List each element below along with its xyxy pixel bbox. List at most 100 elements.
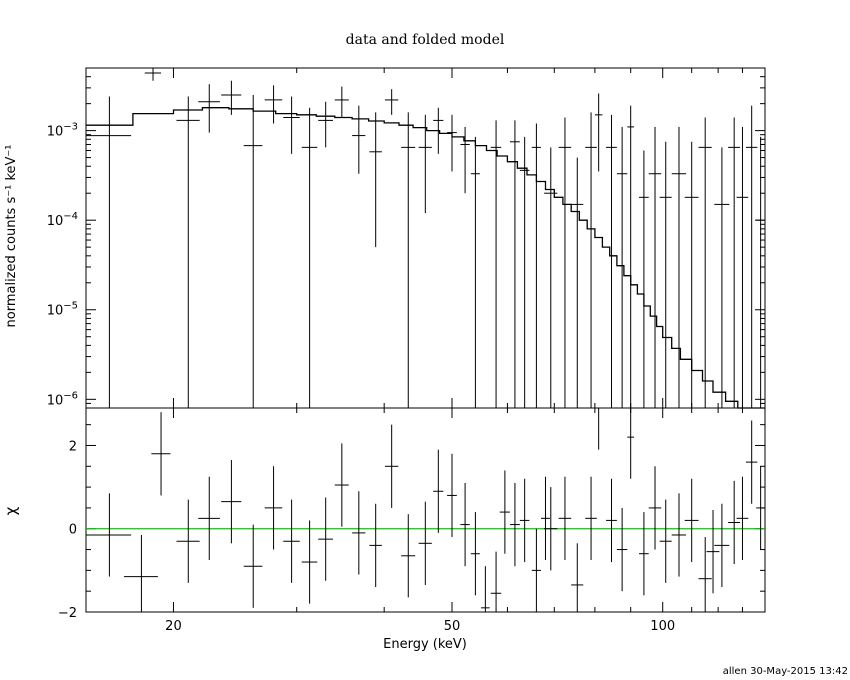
residual-point	[736, 476, 749, 560]
data-point	[460, 126, 470, 194]
y-tick-label: 10−6	[47, 390, 78, 408]
residual-points	[86, 407, 765, 612]
data-point	[571, 157, 584, 408]
residual-plot-frame	[85, 407, 766, 613]
data-points	[86, 68, 765, 408]
residual-point	[460, 482, 470, 567]
residual-point	[221, 460, 242, 544]
data-point	[490, 120, 502, 408]
residual-panel: 20−2 20 50 100	[58, 407, 766, 634]
residual-point	[283, 499, 300, 583]
data-point	[544, 147, 558, 408]
data-point	[301, 107, 318, 408]
residual-point	[490, 551, 502, 612]
residual-point	[86, 493, 132, 577]
y-tick-label: 0	[69, 523, 77, 538]
residual-point	[470, 512, 480, 596]
residual-point	[714, 503, 730, 588]
residual-point	[585, 476, 597, 560]
data-point	[221, 80, 242, 115]
residual-point	[519, 478, 530, 563]
residual-point	[369, 503, 382, 588]
residual-point	[728, 480, 741, 565]
residual-point	[352, 491, 366, 575]
data-point	[519, 136, 530, 408]
x-axis-label: Energy (keV)	[383, 637, 467, 652]
data-point	[648, 126, 662, 408]
data-point	[659, 141, 672, 408]
residual-point	[756, 466, 765, 550]
data-point	[86, 96, 132, 408]
data-point	[144, 68, 162, 81]
residual-point	[301, 520, 318, 604]
residual-point	[745, 420, 758, 504]
data-point	[283, 96, 300, 154]
residual-point	[698, 537, 712, 612]
data-point	[698, 117, 712, 408]
data-point	[745, 105, 758, 408]
residual-point	[671, 493, 687, 577]
data-point	[531, 123, 541, 408]
y-tick-label: 10−3	[47, 122, 78, 140]
residual-point	[418, 501, 432, 585]
data-point	[433, 107, 444, 154]
residual-point	[659, 499, 672, 583]
data-point	[243, 94, 263, 408]
data-point	[334, 86, 349, 118]
data-point	[401, 112, 416, 408]
spectrum-panel: 10−3 10−4 10−5 10−6	[47, 67, 766, 409]
data-point	[176, 96, 200, 408]
residual-axis-ticks	[86, 408, 766, 613]
data-point	[558, 117, 572, 408]
y-axis-label-top: normalized counts s⁻¹ keV⁻¹	[4, 145, 19, 328]
residual-point	[616, 507, 628, 592]
x-tick-label: 20	[165, 619, 182, 634]
x-tick-label: 100	[650, 619, 675, 634]
data-point	[352, 105, 366, 174]
residual-point	[401, 514, 416, 598]
data-point	[585, 112, 597, 408]
residual-point	[264, 466, 283, 550]
data-point	[264, 85, 283, 124]
residual-point	[639, 512, 649, 596]
residual-point	[606, 478, 617, 563]
residual-point	[627, 408, 635, 479]
data-point	[594, 93, 603, 172]
residual-point	[447, 453, 457, 538]
residual-point	[594, 407, 603, 450]
residual-point	[243, 524, 263, 608]
residual-point	[558, 476, 572, 560]
y-axis-label-bottom: χ	[2, 506, 20, 515]
chart-title: data and folded model	[346, 32, 505, 48]
data-point	[639, 150, 649, 408]
data-point	[470, 136, 480, 408]
data-point	[756, 136, 765, 408]
data-point	[447, 114, 457, 172]
data-point	[606, 114, 617, 408]
residual-point	[124, 534, 158, 612]
residual-y-tick-labels: 2 0 −2	[58, 439, 77, 621]
residual-point	[684, 478, 699, 563]
residual-point	[334, 443, 349, 527]
data-point	[369, 112, 382, 248]
data-point	[684, 141, 699, 408]
x-tick-label: 50	[444, 619, 461, 634]
data-point	[384, 89, 399, 115]
data-point	[627, 105, 635, 408]
residual-point	[540, 476, 550, 560]
residual-point	[318, 497, 333, 581]
residual-point	[648, 466, 662, 550]
residual-point	[531, 528, 541, 612]
data-point	[671, 126, 687, 408]
residual-point	[509, 482, 520, 567]
residual-point	[198, 476, 220, 560]
spectrum-y-tick-labels: 10−3 10−4 10−5 10−6	[47, 122, 78, 409]
data-point	[736, 126, 749, 408]
data-point	[318, 101, 333, 148]
footer-stamp: allen 30-May-2015 13:42	[723, 666, 848, 677]
data-point	[616, 126, 628, 408]
residual-point	[480, 566, 490, 612]
y-tick-label: −2	[58, 606, 77, 621]
residual-point	[544, 487, 558, 571]
